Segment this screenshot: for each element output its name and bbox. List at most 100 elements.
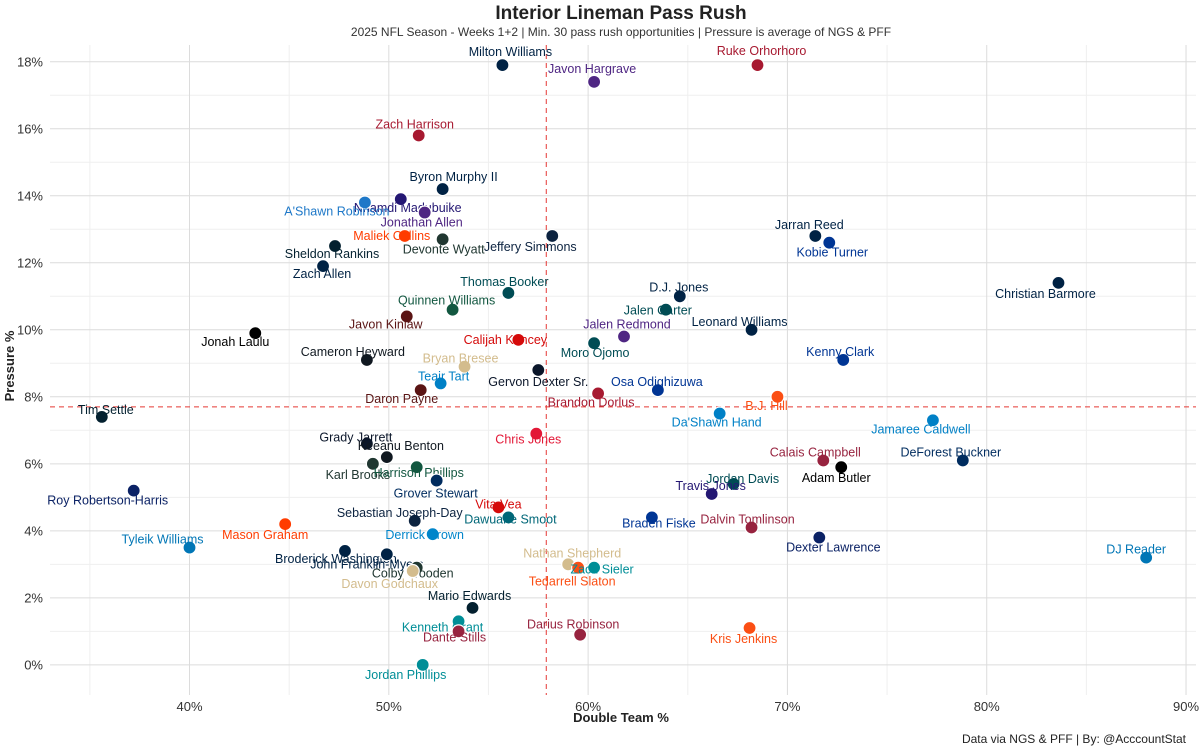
player-label: Javon Kinlaw: [349, 317, 424, 331]
x-axis-title: Double Team %: [573, 710, 669, 725]
player-label: Brandon Dorlus: [548, 395, 635, 409]
player-label: Jonah Laulu: [201, 335, 269, 349]
player-label: Broderick Washington: [275, 552, 397, 566]
player-label: Roy Robertson-Harris: [47, 494, 168, 508]
player-point: Titans Jeffery Simmons: [484, 228, 577, 254]
player-label: John Franklin-Myers: [310, 557, 423, 571]
team-logo-marker: Seahawks: [744, 322, 759, 337]
team-logo-marker: Eagles: [587, 336, 602, 351]
team-logo-marker: Saints: [405, 563, 420, 579]
player-label: Kris Jenkins: [710, 632, 777, 646]
team-logo-marker: Commanders: [399, 309, 414, 324]
player-point: TexansSheldon Rankins: [285, 238, 379, 261]
chart-title: Interior Lineman Pass Rush: [495, 3, 746, 24]
player-point: JetsQuinnen Williams: [398, 294, 495, 317]
team-logo-marker: Rams: [644, 510, 659, 525]
x-tick-label: 40%: [176, 699, 202, 714]
player-point: BuccaneersCalijah Kancey: [464, 332, 548, 347]
player-point: SeahawksByron Murphy II: [410, 170, 498, 197]
player-point: TexansMario Edwards: [428, 589, 511, 615]
player-point: GiantsDexter Lawrence: [786, 530, 881, 555]
team-logo-marker: Eagles: [658, 302, 673, 317]
team-logo-marker: Steelers: [359, 352, 374, 368]
team-logo-marker: Colts: [429, 473, 444, 488]
player-label: Tyleik Williams: [122, 533, 204, 547]
team-logo-marker: Steelers: [379, 450, 394, 465]
team-logo-marker: Panthers: [425, 527, 440, 542]
player-point: Jaguars Dawuane Smoot: [464, 510, 557, 526]
player-label: Grover Stewart: [394, 487, 479, 501]
player-label: Maliek Collins: [353, 229, 430, 243]
player-point: BengalsKris Jenkins: [710, 620, 777, 646]
team-logo-marker: Packers: [435, 232, 450, 247]
player-point: Cardinals Calais Campbell: [770, 445, 861, 468]
team-logo-marker: Dolphins: [587, 560, 602, 575]
player-label: Davon Godchaux: [341, 577, 438, 591]
player-label: Quinnen Williams: [398, 294, 495, 308]
player-point: Falcons Brandon Dorlus: [548, 386, 635, 409]
player-point: PatriotsMilton Williams: [469, 45, 552, 73]
team-logo-marker: Chargers: [433, 376, 448, 391]
team-logo-marker: Panthers: [357, 195, 373, 210]
player-point: ColtsGrover Stewart: [394, 473, 479, 501]
player-point: FalconsZach Harrison: [375, 117, 454, 143]
player-point: BroncosD.J. Jones: [649, 280, 708, 304]
player-label: Zach Sieler: [570, 563, 633, 577]
team-logo-marker: Jaguars: [501, 510, 516, 525]
team-logo-marker: Seahawks: [808, 228, 823, 244]
y-tick-label: 18%: [17, 54, 43, 69]
player-label: Da'Shawn Hand: [672, 416, 762, 430]
team-logo-marker: Falcons: [411, 128, 426, 143]
player-point: RamsKobie Turner: [796, 235, 868, 260]
player-point: VikingsJavon Hargrave: [548, 62, 636, 89]
x-tick-label: 70%: [774, 699, 800, 714]
player-point: SeahawksJarran Reed: [775, 218, 844, 244]
player-point: CardinalsDarius Robinson: [527, 618, 619, 642]
player-label: Jarran Reed: [775, 218, 844, 232]
player-label: DeForest Buckner: [900, 445, 1001, 459]
player-point: ChargersTeair Tart: [418, 369, 470, 391]
player-label: Daron Payne: [365, 392, 438, 406]
team-logo-marker: Texans: [465, 600, 480, 615]
chart-subtitle: 2025 NFL Season - Weeks 1+2 | Min. 30 pa…: [351, 25, 891, 39]
reference-lines: [50, 45, 1196, 695]
team-logo-marker: Bengals: [770, 389, 785, 404]
player-label: Nathan Shepherd: [523, 546, 621, 560]
player-label: Dante Stills: [423, 630, 486, 644]
team-logo-marker: Ravens: [704, 486, 719, 502]
player-label: Jalen Redmond: [583, 317, 671, 331]
player-label: Tim Settle: [78, 403, 134, 417]
y-tick-label: 14%: [17, 188, 43, 203]
team-logo-marker: Lions: [1139, 550, 1154, 565]
player-label: Vita Vea: [475, 497, 521, 511]
grid: [50, 45, 1196, 695]
team-logo-marker: Broncos: [337, 543, 353, 559]
x-tick-label: 60%: [575, 699, 601, 714]
player-point: Raiders Adam Butler: [802, 460, 871, 485]
player-label: D.J. Jones: [649, 280, 708, 294]
player-label: Jordan Davis: [706, 472, 779, 486]
chart-caption: Data via NGS & PFF | By: @AcccountStat: [962, 732, 1187, 746]
team-logo-marker: Patriots: [495, 58, 510, 73]
player-point: PatriotsChristian Barmore: [995, 275, 1096, 301]
y-axis-title: Pressure %: [2, 330, 17, 401]
player-label: Bryan Bresee: [423, 352, 499, 366]
team-logo-marker: Texans: [327, 238, 343, 254]
player-point: DolphinsJordan Phillips: [365, 657, 446, 682]
y-tick-label: 8%: [24, 389, 43, 404]
player-points: PatriotsMilton WilliamsVikingsJavon Harg…: [47, 44, 1166, 682]
player-point: BroncosBroderick Washington: [275, 543, 397, 566]
player-label: Thomas Booker: [460, 275, 548, 289]
x-tick-label: 90%: [1173, 699, 1199, 714]
player-label: Jalen Carter: [624, 304, 692, 318]
team-logo-marker: Eagles: [726, 476, 741, 492]
player-point: TexansTim Settle: [78, 403, 134, 425]
player-point: PanthersDerrick Brown: [385, 527, 464, 542]
player-point: LionsTyleik Williams: [122, 533, 204, 555]
player-label: Moro Ojomo: [561, 346, 630, 360]
player-label: Javon Hargrave: [548, 62, 636, 76]
player-point: EaglesJordan Davis: [706, 472, 779, 492]
y-tick-label: 4%: [24, 523, 43, 538]
player-point: SeahawksLeonard Williams: [692, 315, 787, 337]
